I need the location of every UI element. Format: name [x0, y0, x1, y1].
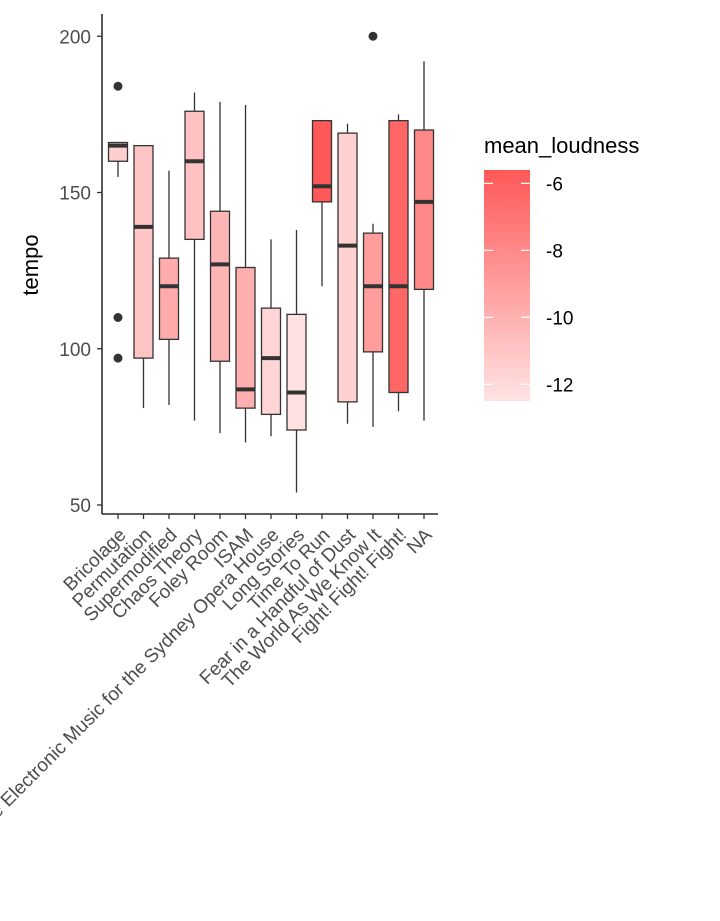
axes-layer: 50 100 150 200 — [59, 14, 438, 517]
box-iqr — [337, 132, 358, 403]
legend-label: -10 — [546, 308, 573, 329]
legend-label: -8 — [546, 241, 563, 262]
outlier-point — [113, 313, 123, 322]
box-iqr — [260, 307, 282, 416]
box-7 — [260, 239, 282, 437]
box-4 — [184, 92, 205, 421]
y-axis-title: tempo — [18, 234, 43, 295]
box-1 — [107, 81, 129, 363]
outlier-point — [368, 31, 378, 41]
box-13 — [413, 61, 435, 421]
box-5 — [209, 101, 231, 434]
box-11 — [362, 31, 384, 427]
box-9 — [311, 119, 333, 287]
box-12 — [388, 114, 409, 412]
outlier-point — [113, 81, 123, 91]
box-8 — [286, 230, 307, 493]
box-iqr — [362, 232, 384, 353]
legend: mean_loudness -6 -8 -10 -12 — [484, 133, 639, 401]
x-tick-label: NA — [403, 524, 437, 558]
y-tick-label: 150 — [59, 184, 91, 205]
legend-title: mean_loudness — [484, 133, 639, 158]
y-tick-label: 50 — [70, 496, 91, 517]
box-iqr — [209, 210, 231, 362]
legend-label: -6 — [546, 174, 563, 195]
box-iqr — [235, 266, 256, 409]
box-3 — [158, 170, 180, 405]
box-2 — [133, 144, 154, 409]
legend-label: -12 — [546, 375, 573, 396]
box-iqr — [413, 129, 435, 291]
box-iqr — [286, 313, 307, 431]
box-iqr — [158, 257, 180, 341]
y-tick-label: 100 — [59, 340, 91, 361]
box-iqr — [133, 144, 154, 359]
box-iqr — [184, 110, 205, 241]
outlier-point — [113, 353, 123, 363]
boxes-layer — [107, 31, 435, 493]
box-iqr — [388, 119, 409, 394]
y-tick-label: 200 — [59, 27, 91, 48]
box-6 — [235, 105, 256, 443]
legend-colorbar — [484, 170, 530, 401]
box-10 — [337, 123, 358, 424]
box-iqr — [311, 119, 333, 203]
